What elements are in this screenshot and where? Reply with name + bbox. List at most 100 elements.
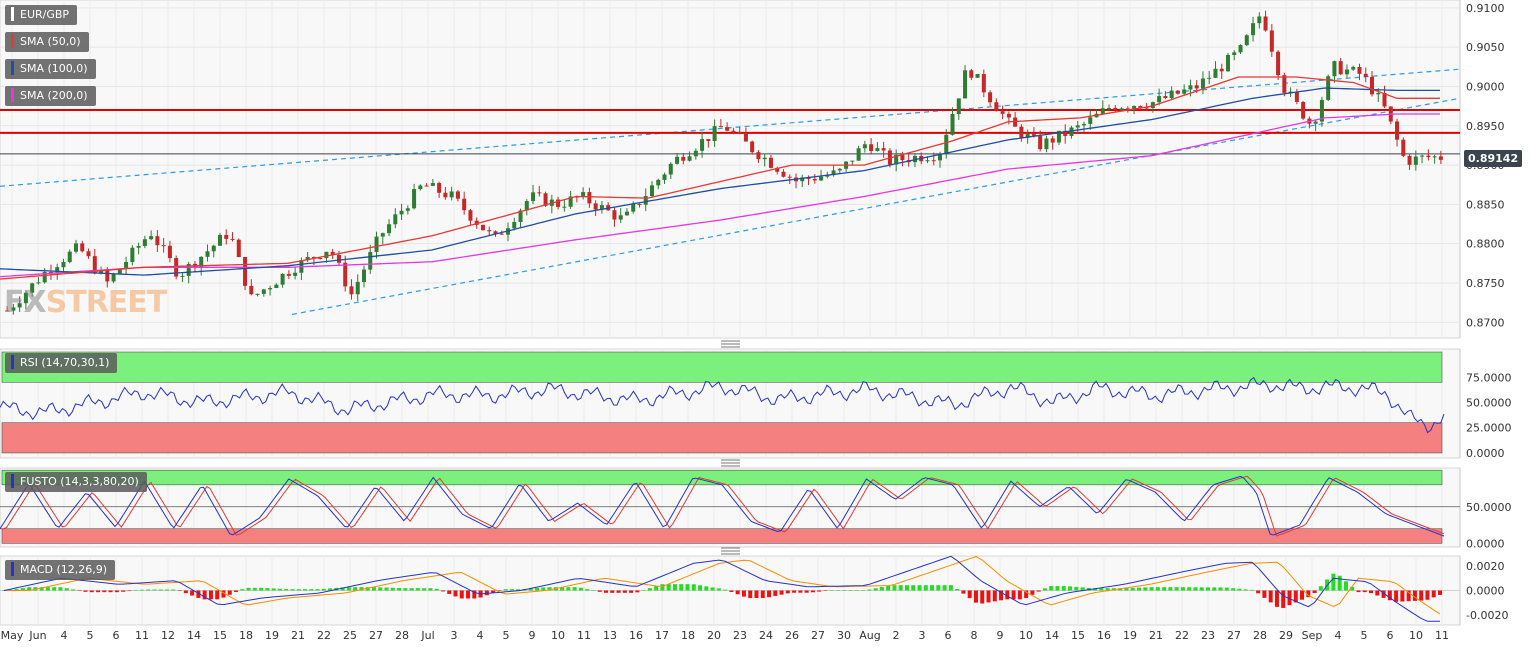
candle-body (1013, 117, 1018, 127)
macd-histogram-bar (64, 588, 69, 591)
candle-body (293, 272, 298, 276)
macd-line (3, 555, 1440, 622)
legend-fusto[interactable]: FUSTO (14,3,3,80,20) (5, 472, 147, 492)
candle-body (556, 199, 561, 207)
candle-body (418, 185, 423, 190)
fusto-d-line (0, 475, 1445, 537)
candle-body (361, 269, 367, 282)
macd-histogram-bar (654, 586, 659, 591)
candle-body (731, 130, 736, 132)
candle-body (1432, 156, 1437, 158)
rsi-zone-overbought (1, 351, 1443, 383)
macd-histogram-bar (89, 590, 94, 593)
macd-histogram-bar (397, 588, 402, 591)
macd-histogram-bar (622, 590, 627, 593)
candle-body (211, 245, 216, 252)
macd-histogram-bar (271, 588, 276, 591)
candle-body (1081, 123, 1087, 126)
candle-body (48, 271, 53, 273)
macd-histogram-bar (27, 587, 32, 591)
x-tick-label: Aug (859, 629, 880, 642)
candle-body (236, 239, 241, 258)
macd-signal-line (4, 556, 1441, 615)
fusto-k-line (0, 475, 1445, 537)
candle-body (424, 185, 429, 187)
macd-histogram-bar (1205, 587, 1210, 591)
macd-histogram-bar (1412, 590, 1417, 601)
legend-sma50[interactable]: SMA (50,0) (5, 32, 89, 52)
candle-body (1207, 77, 1212, 79)
x-tick-label: Sep (1302, 629, 1323, 642)
macd-histogram-bar (1036, 590, 1041, 592)
x-tick-label: 18 (681, 629, 695, 642)
rsi-line (0, 376, 1445, 434)
macd-histogram-bar (1394, 590, 1399, 602)
sma200-line (0, 113, 1440, 278)
legend-symbol[interactable]: EUR/GBP (5, 5, 78, 25)
macd-histogram-bar (861, 590, 866, 591)
candle-body (718, 126, 723, 128)
macd-histogram-bar (215, 590, 220, 600)
macd-histogram-bar (986, 590, 991, 603)
candle-body (1238, 45, 1243, 53)
macd-histogram-bar (472, 590, 477, 599)
candle-body (537, 192, 542, 194)
macd-histogram-bar (246, 587, 251, 591)
macd-histogram-bar (560, 587, 565, 591)
x-tick-label: 30 (837, 629, 851, 642)
macd-histogram-bar (440, 590, 445, 592)
macd-histogram-bar (792, 590, 797, 593)
candle-body (687, 156, 692, 161)
price-axis-tick: 0.8850 (1466, 198, 1505, 211)
macd-histogram-bar (1074, 586, 1079, 591)
macd-histogram-bar (1381, 590, 1386, 598)
candle-body (343, 262, 348, 287)
candle-body (1182, 89, 1187, 94)
candle-body (1294, 91, 1299, 102)
x-tick-label: 8 (971, 629, 978, 642)
candle-body (1357, 66, 1362, 74)
x-tick-label: Jun (28, 629, 46, 642)
candle-body (105, 270, 110, 282)
macd-histogram-bar (704, 586, 709, 591)
macd-histogram-bar (886, 585, 891, 591)
macd-histogram-bar (1262, 590, 1267, 598)
candle-body (944, 134, 949, 154)
rsi-axis-tick: 25.0000 (1466, 422, 1512, 435)
rsi-axis-tick: 50.0000 (1466, 396, 1512, 409)
macd-histogram-bar (484, 590, 489, 596)
candle-body (1107, 107, 1112, 109)
macd-histogram-bar (1300, 590, 1305, 600)
legend-sma100[interactable]: SMA (100,0) (5, 59, 96, 79)
candle-body (36, 282, 41, 284)
candle-body (186, 263, 191, 276)
macd-histogram-bar (146, 589, 151, 591)
candle-body (161, 245, 166, 247)
macd-histogram-bar (133, 590, 138, 591)
legend-rsi[interactable]: RSI (14,70,30,1) (5, 353, 118, 373)
macd-histogram-bar (83, 590, 88, 592)
candle-body (1088, 117, 1093, 124)
legend-sma200-swatch (11, 88, 14, 102)
x-tick-label: 6 (113, 629, 120, 642)
candle-body (1401, 139, 1406, 156)
x-tick-label: 17 (655, 629, 669, 642)
x-tick-label: 6 (1387, 629, 1394, 642)
candle-body (988, 92, 993, 103)
candle-body (1194, 85, 1199, 89)
legend-macd[interactable]: MACD (12,26,9) (5, 560, 116, 580)
macd-histogram-bar (309, 589, 314, 591)
macd-histogram-bar (321, 588, 326, 591)
legend-sma200[interactable]: SMA (200,0) (5, 86, 96, 106)
candle-body (1019, 126, 1024, 138)
macd-histogram-bar (346, 587, 351, 591)
candle-body (925, 160, 930, 162)
x-tick-label: 5 (503, 629, 510, 642)
macd-histogram-bar (422, 588, 427, 591)
candle-body (800, 177, 805, 182)
candle-body (531, 192, 536, 202)
macd-histogram-bar (1024, 590, 1029, 599)
macd-histogram-bar (585, 589, 590, 591)
